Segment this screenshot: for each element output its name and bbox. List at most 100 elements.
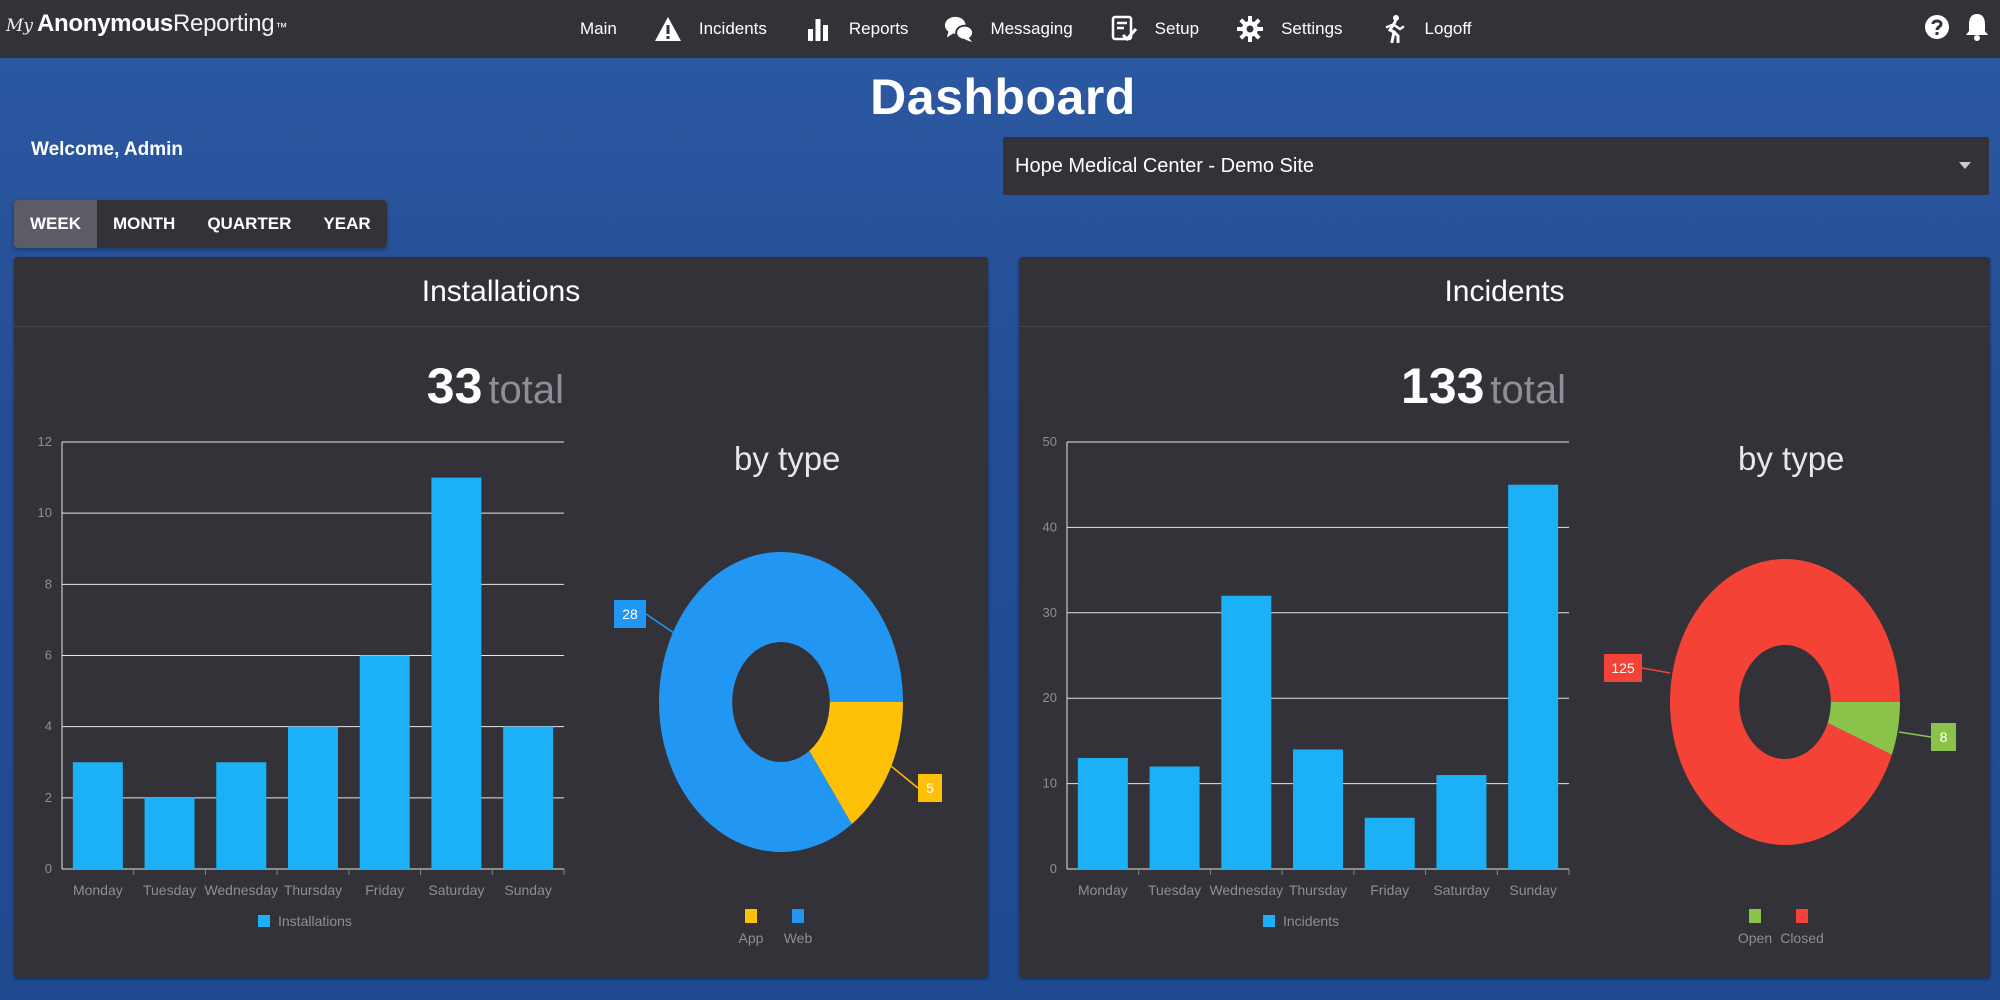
- y-tick-label: 10: [1043, 776, 1057, 791]
- period-toggle-group: WEEK MONTH QUARTER YEAR: [14, 200, 387, 248]
- legend-label-app: App: [739, 930, 764, 946]
- legend-label-open: Open: [1738, 930, 1772, 946]
- period-year-button[interactable]: YEAR: [307, 200, 387, 248]
- top-nav-bar: My Anonymous Reporting ™ Main Incidents …: [0, 0, 2000, 58]
- warning-icon: [653, 14, 683, 44]
- bar-friday: [359, 655, 410, 869]
- incidents-panel-title: Incidents: [1019, 257, 1990, 327]
- x-tick-label: Saturday: [428, 882, 484, 898]
- installations-total-value: 33: [426, 358, 483, 414]
- installations-bar-chart: 0 2 4 6 8 10 12 Monday Tuesday Wednesday Thursday F…: [38, 434, 565, 929]
- period-quarter-button[interactable]: QUARTER: [191, 200, 308, 248]
- y-tick-label: 50: [1043, 434, 1057, 449]
- nav-label-settings: Settings: [1281, 19, 1343, 38]
- incidents-total-value: 133: [1400, 358, 1485, 414]
- data-label-value: 5: [926, 780, 934, 796]
- bar-tuesday: [1149, 766, 1200, 869]
- y-tick-label: 0: [1050, 861, 1057, 876]
- y-tick-label: 10: [38, 505, 52, 520]
- nav-item-settings[interactable]: Settings: [1235, 0, 1378, 58]
- x-tick-label: Friday: [1370, 882, 1409, 898]
- installations-total: 33 total: [427, 357, 564, 415]
- bell-icon[interactable]: [1964, 12, 1990, 47]
- nav-label-incidents: Incidents: [698, 19, 767, 38]
- y-tick-label: 0: [45, 861, 52, 876]
- brand-tm: ™: [275, 20, 288, 34]
- nav-label-messaging: Messaging: [990, 19, 1073, 38]
- nav-item-messaging[interactable]: Messaging: [944, 0, 1108, 58]
- nav-label-reports: Reports: [848, 19, 909, 38]
- x-tick-label: Sunday: [504, 882, 551, 898]
- bar-sunday: [503, 726, 554, 869]
- data-label-leader: [885, 761, 919, 789]
- x-tick-label: Saturday: [1433, 882, 1489, 898]
- y-tick-label: 4: [45, 719, 52, 734]
- legend-swatch: [258, 915, 270, 927]
- donut-slice-open: [1827, 702, 1900, 755]
- legend-swatch-web: [792, 909, 804, 923]
- brand-anonymous: Anonymous: [37, 10, 173, 37]
- bar-sunday: [1508, 484, 1559, 869]
- period-week-button[interactable]: WEEK: [14, 200, 97, 248]
- incidents-total: 133 total: [1401, 357, 1566, 415]
- installations-panel-title: Installations: [14, 257, 988, 327]
- checklist-icon: [1109, 14, 1139, 44]
- period-month-button[interactable]: MONTH: [97, 200, 192, 248]
- data-label-leader: [1641, 667, 1671, 674]
- brand-reporting: Reporting: [172, 10, 275, 37]
- bar-monday: [72, 762, 123, 869]
- incidents-total-word: total: [1490, 368, 1566, 412]
- page-title: Dashboard: [870, 69, 1136, 125]
- x-tick-label: Monday: [1078, 882, 1128, 898]
- incidents-donut-chart: 8 125 Open Closed: [1604, 559, 1956, 946]
- incidents-panel: Incidents 133 total 0 10 20 30 40 50 Monday Tues…: [1019, 257, 1990, 978]
- x-tick-label: Wednesday: [204, 882, 278, 898]
- main-nav: Main Incidents Reports Messaging Setup: [580, 0, 1508, 58]
- donut-slice-closed: [1670, 559, 1900, 846]
- bar-saturday: [1436, 775, 1487, 869]
- nav-item-logoff[interactable]: Logoff: [1379, 0, 1508, 58]
- bar-thursday: [288, 726, 338, 869]
- data-label-value: 125: [1611, 660, 1635, 676]
- y-tick-label: 6: [45, 648, 52, 663]
- data-label-box: [1604, 654, 1642, 682]
- nav-item-reports[interactable]: Reports: [803, 0, 945, 58]
- nav-label-logoff: Logoff: [1424, 19, 1472, 38]
- legend-swatch-open: [1749, 909, 1761, 923]
- incidents-bar-chart: 0 10 20 30 40 50 Monday Tuesday Wednesday Thursda…: [1043, 434, 1570, 929]
- chat-bubbles-icon: [944, 14, 975, 44]
- nav-item-main[interactable]: Main: [580, 0, 653, 58]
- data-label-box: [1931, 723, 1956, 751]
- brand-logo[interactable]: My Anonymous Reporting ™: [6, 10, 287, 38]
- bar-tuesday: [144, 797, 195, 869]
- legend-label: Installations: [278, 913, 352, 929]
- nav-item-incidents[interactable]: Incidents: [653, 0, 803, 58]
- y-tick-label: 12: [38, 434, 52, 449]
- legend-label: Incidents: [1283, 913, 1339, 929]
- legend-swatch-app: [745, 909, 757, 923]
- bar-wednesday: [1221, 595, 1272, 869]
- welcome-text: Welcome, Admin: [31, 139, 184, 160]
- legend-label-web: Web: [784, 930, 813, 946]
- nav-label-main: Main: [580, 19, 617, 38]
- x-tick-label: Tuesday: [1148, 882, 1201, 898]
- legend-swatch: [1263, 915, 1275, 927]
- site-select-dropdown[interactable]: Hope Medical Center - Demo Site: [1003, 137, 1989, 195]
- legend-label-closed: Closed: [1780, 930, 1824, 946]
- bar-friday: [1364, 817, 1415, 869]
- data-label-value: 28: [622, 606, 638, 622]
- gear-icon: [1235, 14, 1265, 44]
- installations-total-word: total: [488, 368, 564, 412]
- installations-by-type-label: by type: [734, 440, 841, 477]
- bar-thursday: [1293, 749, 1343, 869]
- nav-label-setup: Setup: [1154, 19, 1200, 38]
- nav-item-setup[interactable]: Setup: [1109, 0, 1235, 58]
- y-tick-label: 8: [45, 576, 52, 591]
- help-icon[interactable]: [1924, 14, 1950, 45]
- brand-my: My: [6, 16, 34, 36]
- x-tick-label: Thursday: [1289, 882, 1347, 898]
- bar-chart-icon: [803, 14, 833, 44]
- data-label-box: [918, 774, 942, 802]
- installations-donut-chart: 5 28 App Web: [614, 552, 942, 946]
- top-right-actions: [1924, 12, 1990, 47]
